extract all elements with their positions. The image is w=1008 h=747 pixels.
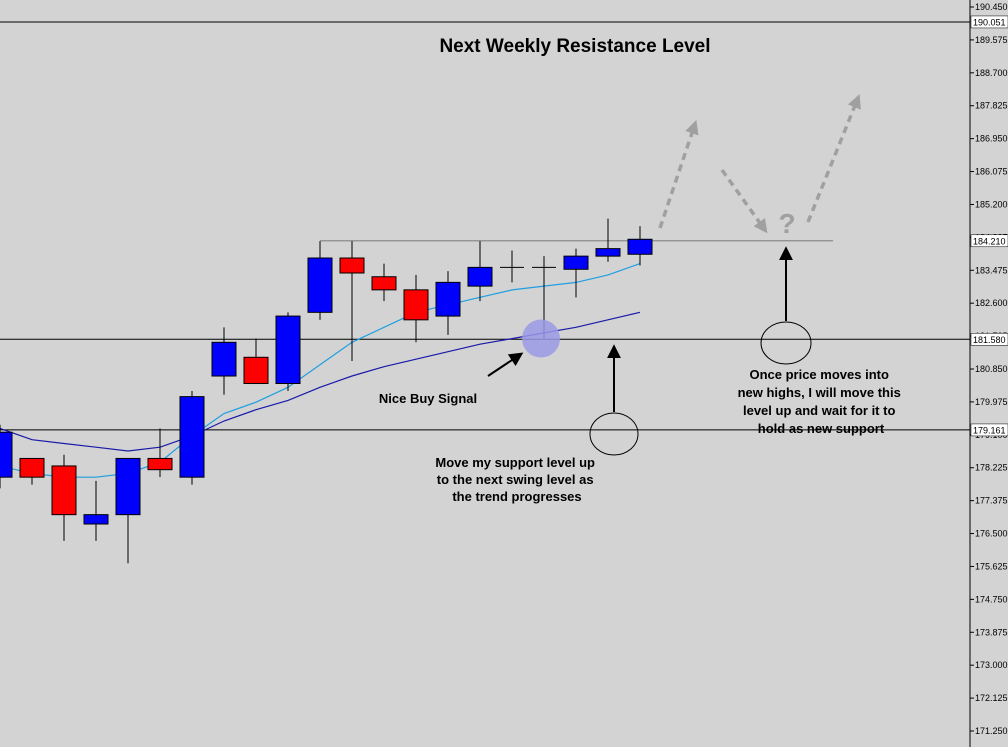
buy-signal-marker: [522, 319, 560, 358]
price-tick-label: 177.375: [975, 496, 1008, 506]
price-tick-label: 190.450: [975, 2, 1008, 12]
price-level-tag: [970, 234, 1008, 248]
projection-arrow-down: [720, 168, 768, 234]
annotation-new-highs-line: level up and wait for it to: [743, 403, 895, 418]
annotation-move-support-line: Move my support level up: [435, 455, 595, 470]
candle-bear-body: [243, 356, 269, 385]
candles: [0, 218, 653, 564]
horizontal-levels: [0, 21, 970, 431]
chart-title: Next Weekly Resistance Level: [439, 36, 710, 57]
price-tick-label: 179.975: [975, 397, 1008, 407]
price-level-tag: [970, 15, 1008, 29]
price-axis: 190.450 189.575 188.700 187.825 186.950 186.0…: [969, 0, 1008, 747]
price-level-tag-label: 179.161: [973, 425, 1006, 435]
price-tick-label: 186.950: [975, 134, 1008, 144]
candle-bull-body: [595, 248, 621, 257]
candle-bull-body: [211, 341, 237, 377]
candle-bull-body: [0, 431, 13, 478]
candle-bull-body: [563, 255, 589, 270]
support-circle: [589, 412, 639, 456]
price-tick-label: 180.850: [975, 364, 1008, 374]
question-mark: ?: [778, 208, 795, 239]
price-tick-label: 182.600: [975, 298, 1008, 308]
candle-bear-body: [19, 457, 45, 478]
price-tick-label: 188.700: [975, 68, 1008, 78]
price-tick-label: 178.225: [975, 463, 1008, 473]
candle-bull-body: [467, 266, 493, 287]
annotation-buy-signal-line: Nice Buy Signal: [379, 391, 477, 406]
fast-ma-line: [0, 263, 641, 478]
projection-arrow-up-2: [806, 94, 861, 223]
price-level-tag: [970, 423, 1008, 437]
resistance-circle: [760, 321, 812, 365]
annotation-new-highs-line: new highs, I will move this: [738, 385, 901, 400]
candle-bear-body: [147, 457, 173, 471]
candle-bull-body: [275, 315, 301, 385]
price-tick-label: 176.500: [975, 529, 1008, 539]
price-tick-label: 189.575: [975, 35, 1008, 45]
price-level-tag-label: 190.051: [973, 17, 1006, 27]
price-level-tag-label: 184.210: [973, 236, 1006, 246]
annotation-new-highs-line: Once price moves into: [749, 367, 888, 382]
price-tick-label: 174.750: [975, 594, 1008, 604]
candle-bull-body: [627, 238, 653, 255]
candle-bear-body: [339, 257, 365, 274]
candle-bear-body: [371, 276, 397, 291]
price-tick-label: 185.200: [975, 199, 1008, 209]
candle-bull-body: [435, 281, 461, 317]
projection-arrow-up-1: [658, 120, 699, 229]
price-tick-label: 171.250: [975, 726, 1008, 736]
candle-bull-body: [179, 396, 205, 478]
candle-bear-body: [403, 289, 429, 321]
price-tick-label: 183.475: [975, 265, 1008, 275]
price-tick-label: 173.000: [975, 660, 1008, 670]
candle-bull-body: [115, 457, 141, 516]
annotation-move-support: Move my support level up to the next swi…: [435, 455, 598, 504]
annotation-markers: [487, 94, 861, 456]
price-tick-label: 172.125: [975, 693, 1008, 703]
annotation-move-support-line: the trend progresses: [452, 489, 581, 504]
price-level-tag: [970, 333, 1008, 346]
price-tick-label: 187.825: [975, 101, 1008, 111]
candle-bull-body: [83, 514, 109, 525]
buy-signal-arrow: [487, 352, 524, 377]
price-tick-label: 175.625: [975, 561, 1008, 571]
annotation-move-support-line: to the next swing level as: [437, 472, 594, 487]
candle-bear-body: [51, 465, 77, 516]
price-tick-label: 186.075: [975, 167, 1008, 177]
candle-bull-body: [307, 257, 333, 313]
annotation-new-highs-line: hold as new support: [758, 421, 885, 436]
price-level-tag-label: 181.580: [973, 335, 1006, 345]
annotation-buy-signal: Nice Buy Signal: [379, 391, 477, 406]
price-tick-label: 173.875: [975, 627, 1008, 637]
annotation-new-highs: Once price moves into new highs, I will …: [738, 367, 905, 436]
